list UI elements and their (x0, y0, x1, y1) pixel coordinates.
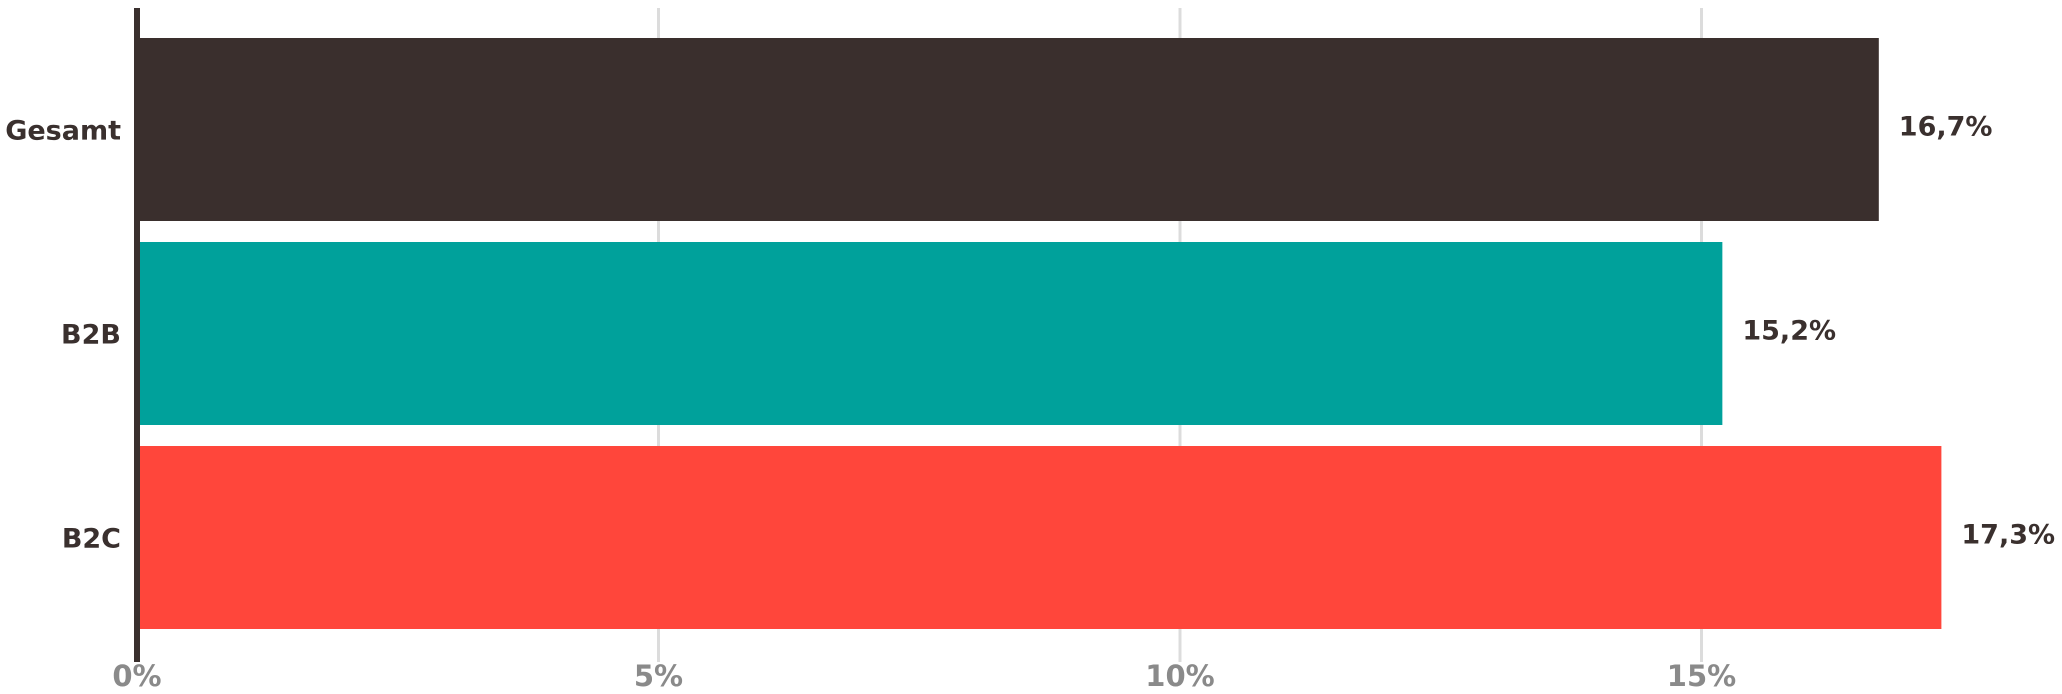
category-label-b2c: B2C (62, 524, 121, 555)
bar-b2c (137, 446, 1942, 629)
value-label-gesamt: 16,7% (1899, 112, 1993, 143)
category-label-gesamt: Gesamt (5, 116, 121, 147)
value-label-b2c: 17,3% (1961, 520, 2055, 551)
value-label-b2b: 15,2% (1742, 316, 1836, 347)
x-tick-label: 15% (1667, 659, 1736, 693)
labels: Gesamt 16,7% B2B 15,2% B2C 17,3% (5, 112, 2055, 555)
bar-gesamt (137, 38, 1879, 221)
x-axis-ticks: 0% 5% 10% 15% (112, 659, 1736, 693)
bar-b2b (137, 242, 1723, 425)
x-tick-label: 10% (1145, 659, 1214, 693)
x-tick-label: 5% (634, 659, 683, 693)
category-label-b2b: B2B (61, 320, 121, 351)
x-tick-label: 0% (112, 659, 161, 693)
bars (137, 38, 1942, 629)
